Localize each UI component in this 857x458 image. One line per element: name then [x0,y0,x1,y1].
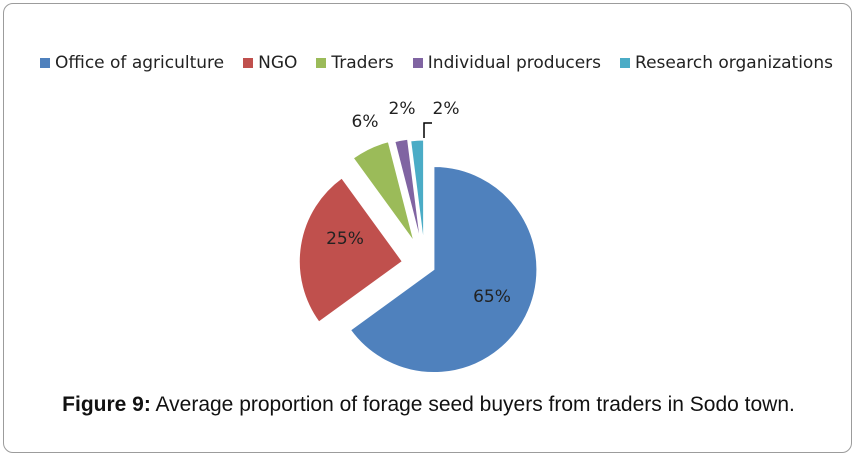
chart-legend: Office of agriculture NGO Traders Individua… [40,51,833,75]
data-label: 6% [352,112,379,132]
pie-slice [349,166,538,373]
data-label: 2% [433,99,460,119]
data-label: 65% [473,287,511,307]
legend-label: NGO [258,53,298,73]
figure-caption-label: Figure 9: [62,393,151,416]
legend-swatch [40,58,50,68]
legend-swatch [412,58,423,68]
legend-item: Research organizations [620,53,833,73]
legend-item: Traders [316,53,394,73]
legend-item: Office of agriculture [40,53,224,73]
data-label: 25% [326,229,364,249]
legend-swatch [316,58,327,68]
pie-slice [352,141,415,242]
legend-item: NGO [243,53,297,73]
pie-slice [410,139,425,244]
legend-label: Office of agriculture [55,53,225,73]
leader-line [423,122,432,138]
legend-item: Individual producers [412,53,602,73]
figure-caption-text: Average proportion of forage seed buyers… [150,393,795,416]
legend-swatch [243,58,254,68]
pie-slice [394,138,421,242]
legend-label: Individual producers [427,53,602,73]
data-label: 2% [389,99,416,119]
legend-label: Traders [331,53,394,73]
figure-frame [3,3,852,453]
figure-caption: Figure 9: Average proportion of forage s… [0,393,857,417]
legend-label: Research organizations [635,53,833,73]
pie-slice [298,177,403,323]
legend-swatch [620,58,631,68]
